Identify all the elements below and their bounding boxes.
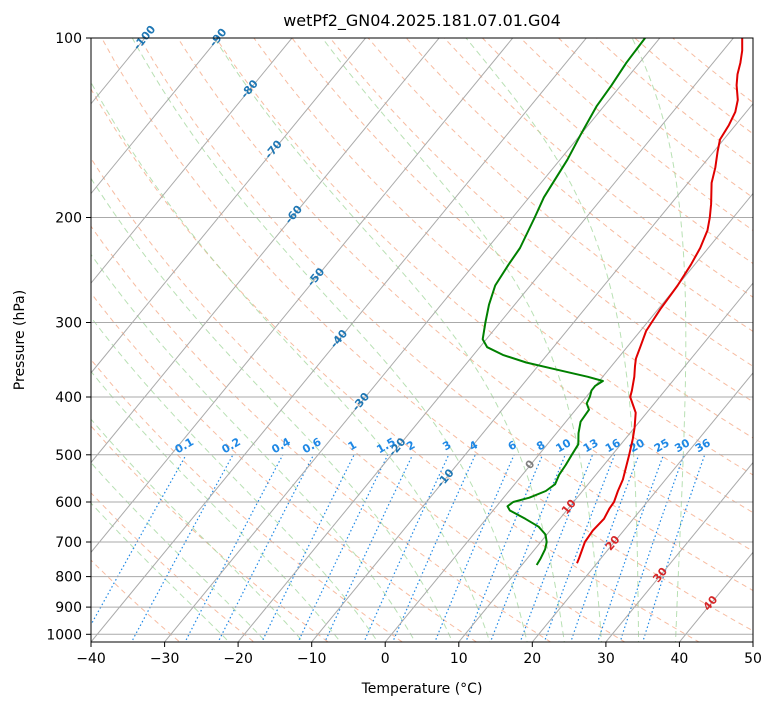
mixing-ratio-line <box>261 454 355 642</box>
dry-adiabat <box>91 88 701 642</box>
y-tick-label: 1000 <box>46 627 82 643</box>
mixing-ratio-line <box>570 454 640 642</box>
dry-adiabat <box>253 38 753 476</box>
moist-adiabat <box>465 38 639 642</box>
x-tick-label: −20 <box>223 651 253 667</box>
isotherm-line <box>91 38 440 464</box>
isotherm-line <box>91 38 367 374</box>
y-tick-label: 100 <box>55 31 82 47</box>
x-tick-label: 40 <box>670 651 688 667</box>
y-axis: 100 200 300 400 500 600 700 800 900 1000 <box>46 31 91 643</box>
dry-adiabat <box>329 38 753 403</box>
y-tick-label: 200 <box>55 211 82 227</box>
dewpoint-profile-line <box>481 38 646 566</box>
dry-adiabat <box>405 38 753 332</box>
chart-title: wetPf2_GN04.2025.181.07.01.G04 <box>283 11 561 31</box>
y-axis-label: Pressure (hPa) <box>12 290 28 390</box>
moist-adiabat <box>213 38 565 642</box>
moist-adiabat <box>91 316 379 642</box>
dry-adiabat <box>91 225 552 642</box>
dry-adiabat <box>91 492 255 642</box>
x-tick-label: 20 <box>523 651 541 667</box>
isotherm-line <box>91 38 587 642</box>
grid-lines <box>91 38 753 642</box>
isotherm-line <box>163 38 661 642</box>
y-tick-label: 700 <box>55 535 82 551</box>
isotherm-line <box>91 38 514 554</box>
dry-adiabat <box>91 425 329 642</box>
moist-adiabat <box>131 38 528 642</box>
dry-adiabat <box>91 559 181 642</box>
mixing-ratio-line <box>184 454 284 642</box>
mixing-ratio-line <box>642 454 706 642</box>
x-tick-label: −30 <box>150 651 180 667</box>
y-tick-label: 600 <box>55 495 82 511</box>
moist-adiabat <box>91 253 416 642</box>
mixing-ratio-line <box>297 454 389 642</box>
moist-adiabat <box>91 502 230 642</box>
x-tick-label: 10 <box>450 651 468 667</box>
x-tick-label: 30 <box>597 651 615 667</box>
y-tick-label: 500 <box>55 448 82 464</box>
background-lines <box>91 38 753 642</box>
x-axis-label: Temperature (°C) <box>361 681 483 697</box>
moist-adiabat <box>321 38 603 642</box>
moist-adiabat <box>91 177 454 642</box>
isotherm-line <box>531 372 753 642</box>
dry-adiabat <box>139 38 753 592</box>
mixing-ratio-line <box>543 454 616 642</box>
y-tick-label: 900 <box>55 600 82 616</box>
mixing-ratio-line <box>217 454 315 642</box>
x-tick-label: −10 <box>297 651 327 667</box>
isotherm-line <box>384 192 753 642</box>
series-group <box>481 38 744 566</box>
mixing-ratio-line <box>434 454 515 642</box>
mixing-ratio-line <box>597 454 665 642</box>
isotherm-line <box>310 102 753 642</box>
moist-adiabat <box>91 81 491 642</box>
dry-adiabat <box>443 38 753 298</box>
x-axis: −40 −30 −20 −10 0 10 20 30 40 50 <box>76 642 762 667</box>
y-tick-label: 300 <box>55 316 82 332</box>
mixing-ratio-line <box>619 454 685 642</box>
x-tick-label: 0 <box>381 651 390 667</box>
y-tick-label: 400 <box>55 390 82 406</box>
isotherm-line <box>237 38 735 642</box>
mixing-ratio-line <box>519 454 594 642</box>
isotherm-line <box>91 38 293 284</box>
x-tick-label: −40 <box>76 651 106 667</box>
temperature-profile-line <box>576 38 744 564</box>
plot-frame <box>90 37 754 643</box>
moist-adiabat <box>91 370 342 642</box>
isotherm-line <box>91 38 220 195</box>
isotherm-line <box>458 282 753 642</box>
y-tick-label: 800 <box>55 570 82 586</box>
isotherm-line <box>605 461 753 642</box>
x-tick-label: 50 <box>744 651 762 667</box>
dry-adiabat <box>91 292 478 642</box>
moist-adiabat <box>631 38 687 642</box>
dry-adiabat <box>101 38 753 632</box>
